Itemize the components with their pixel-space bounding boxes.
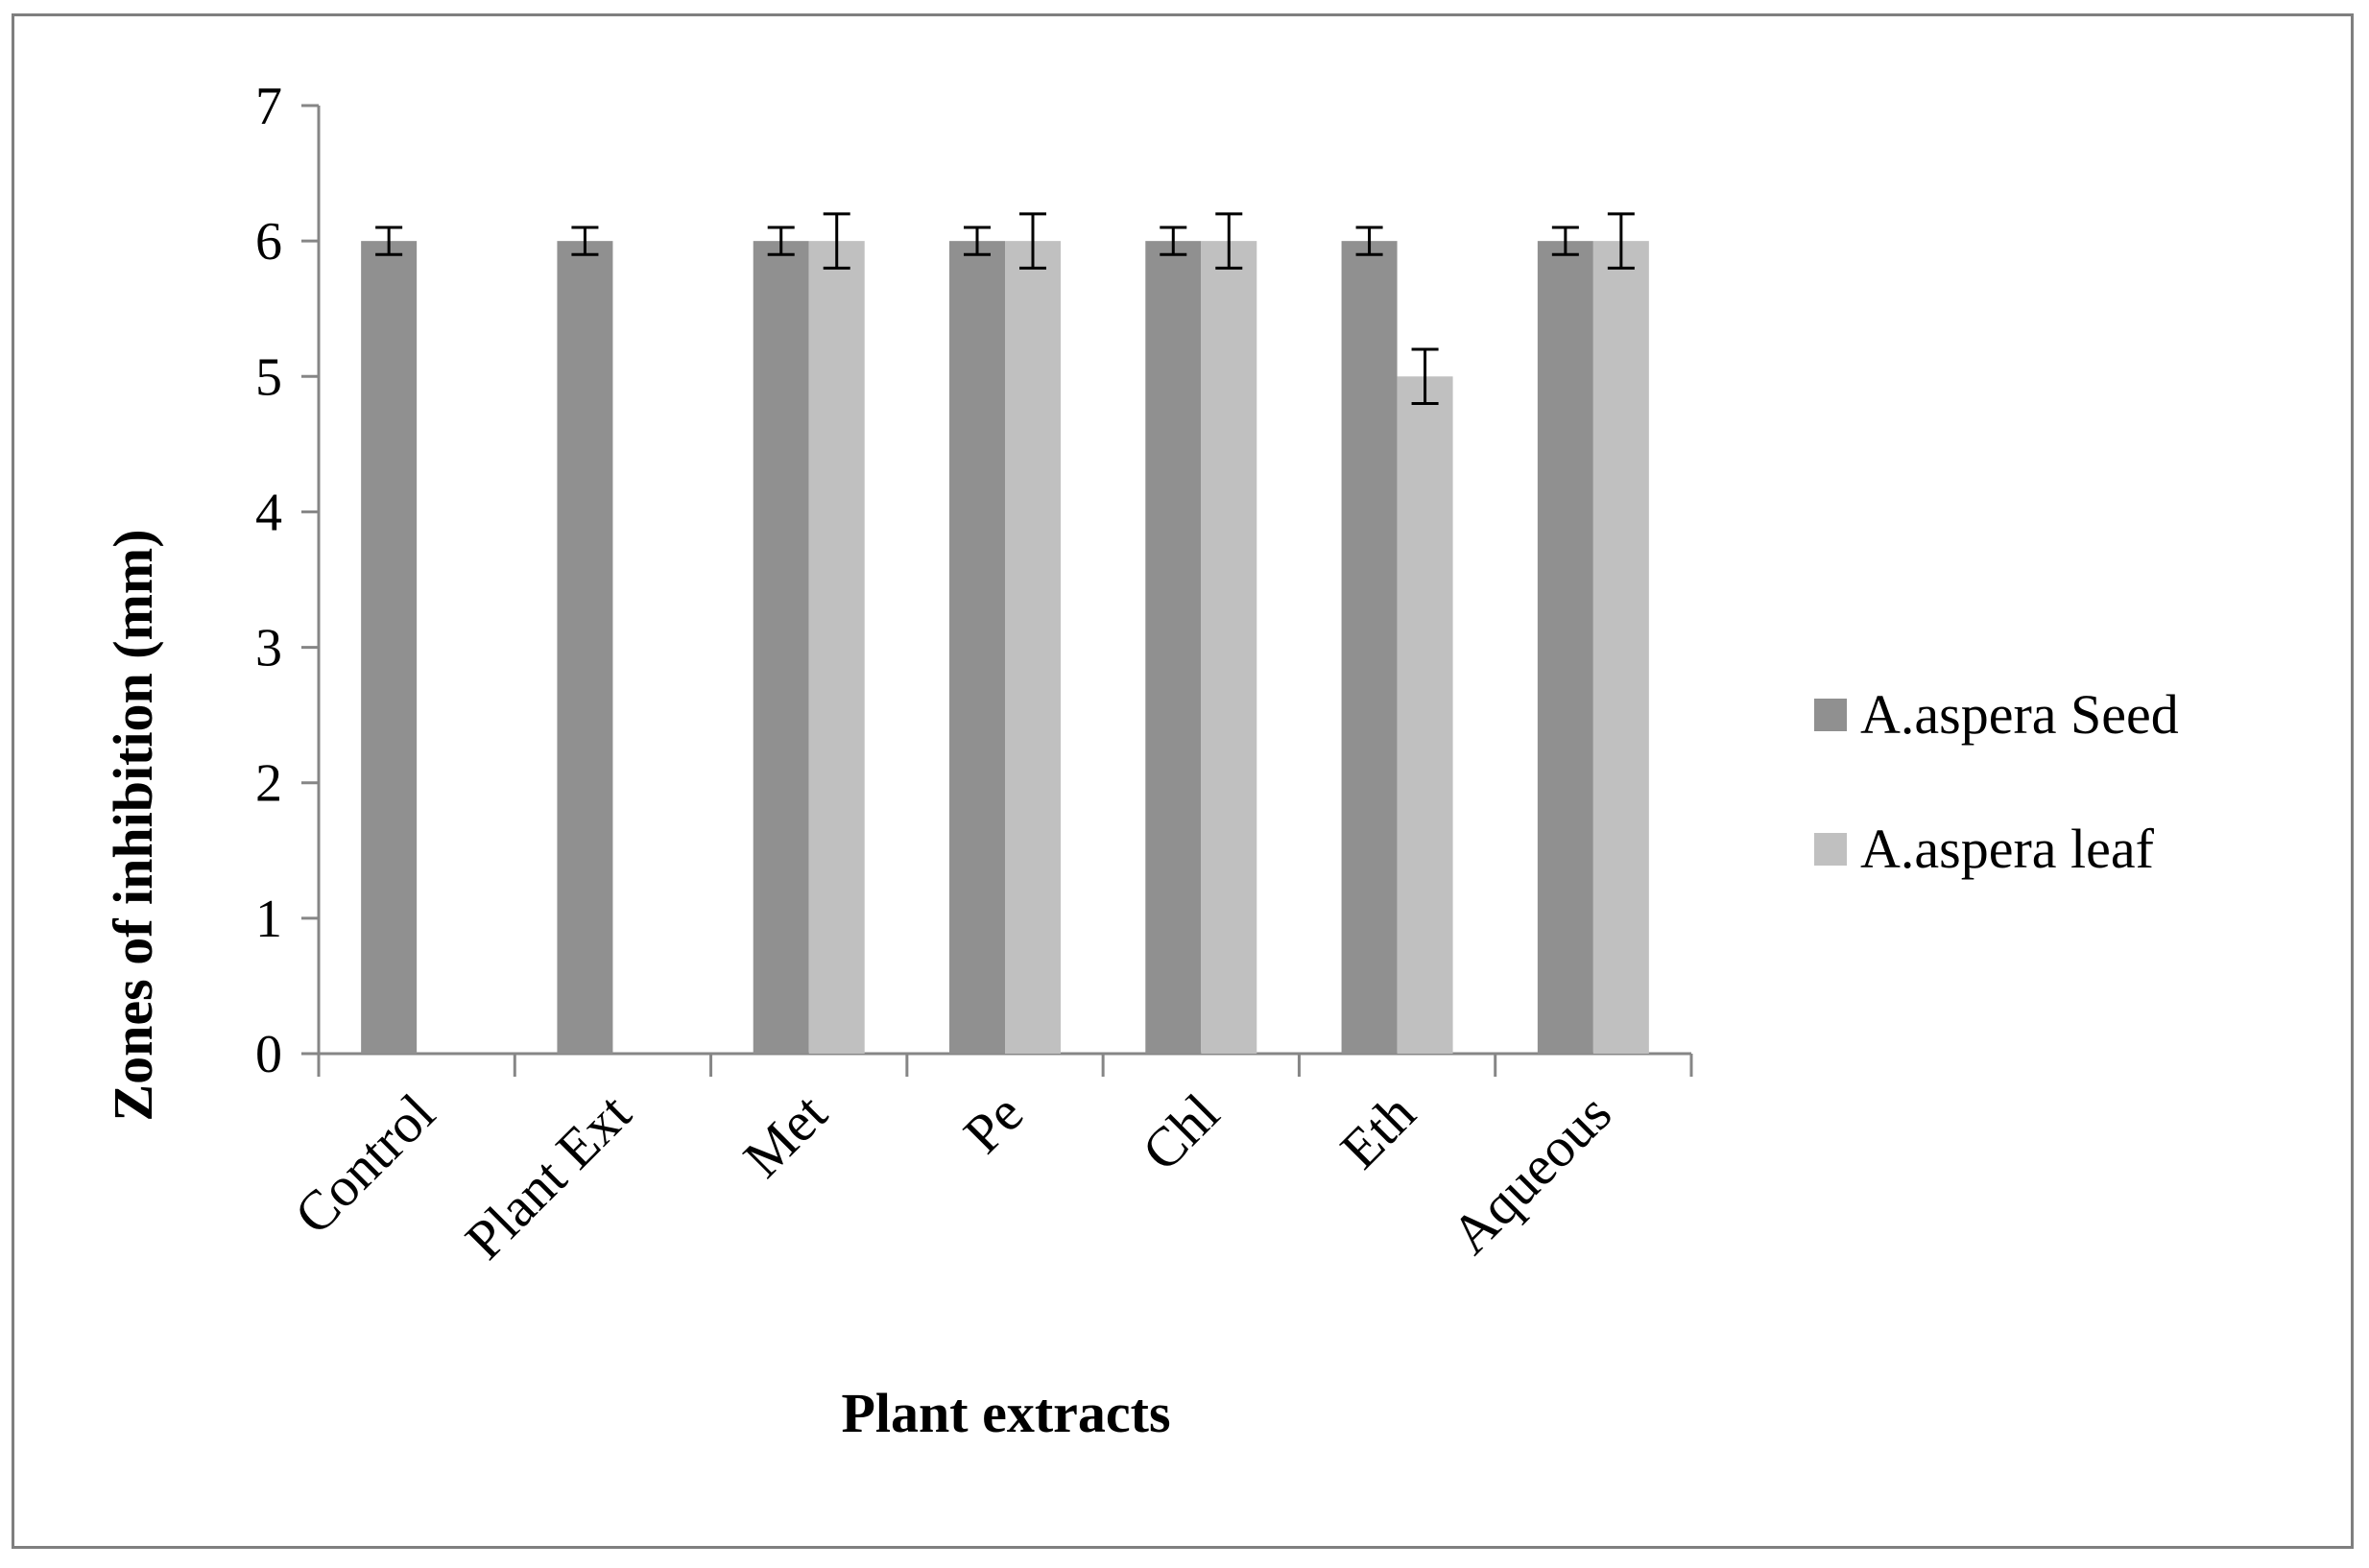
- bar-leaf-aqueous: [1592, 241, 1649, 1055]
- error-bar: [1160, 226, 1187, 256]
- error-bar: [823, 212, 850, 270]
- bar-leaf-pe: [1005, 241, 1061, 1055]
- y-tick-label: 4: [255, 483, 282, 542]
- x-tick-label: Met: [731, 1081, 839, 1189]
- error-bar: [1355, 226, 1383, 256]
- x-tick-label: Control: [282, 1081, 446, 1246]
- y-axis-title: Zones of inhibition (mm): [102, 529, 164, 1121]
- x-axis-title: Plant extracts: [841, 1382, 1170, 1444]
- error-bar: [1551, 226, 1579, 256]
- bar-leaf-chl: [1201, 241, 1257, 1055]
- error-bar: [1411, 347, 1439, 406]
- legend-item: A.aspera Seed: [1814, 683, 2179, 746]
- bar-seed-plant-ext: [557, 241, 613, 1055]
- bar-seed-eth: [1341, 241, 1398, 1055]
- y-tick-label: 7: [255, 77, 282, 136]
- error-bar: [1215, 212, 1243, 270]
- y-tick-label: 6: [255, 212, 282, 272]
- legend-swatch: [1814, 833, 1847, 866]
- y-tick-label: 0: [255, 1025, 282, 1084]
- error-bar: [767, 226, 795, 256]
- error-bars: [375, 212, 1635, 406]
- bar-seed-met: [753, 241, 809, 1055]
- error-bar: [375, 226, 403, 256]
- bar-leaf-eth: [1397, 376, 1453, 1054]
- bar-seed-control: [361, 241, 418, 1055]
- x-tick-label: Plant Ext: [453, 1081, 642, 1271]
- error-bar: [1019, 212, 1046, 270]
- error-bar: [964, 226, 991, 256]
- x-tick-label: Aqueous: [1439, 1081, 1623, 1266]
- y-tick-label: 3: [255, 619, 282, 678]
- bar-seed-chl: [1145, 241, 1202, 1055]
- y-tick-label: 2: [255, 754, 282, 814]
- bars: [361, 241, 1649, 1055]
- legend-label: A.aspera leaf: [1860, 818, 2155, 880]
- error-bar: [1607, 212, 1635, 270]
- bar-leaf-met: [808, 241, 865, 1055]
- legend-swatch: [1814, 699, 1847, 731]
- y-tick-label: 5: [255, 347, 282, 407]
- bar-seed-aqueous: [1537, 241, 1593, 1055]
- legend-label: A.aspera Seed: [1860, 683, 2179, 746]
- x-tick-label: Pe: [951, 1081, 1035, 1165]
- error-bar: [571, 226, 599, 256]
- bar-seed-pe: [949, 241, 1005, 1055]
- y-tick-label: 1: [255, 890, 282, 949]
- legend-item: A.aspera leaf: [1814, 818, 2155, 880]
- x-tick-label: Eth: [1328, 1081, 1427, 1180]
- x-tick-label: Chl: [1130, 1081, 1231, 1182]
- legend: A.aspera Seed A.aspera leaf: [1814, 683, 2179, 880]
